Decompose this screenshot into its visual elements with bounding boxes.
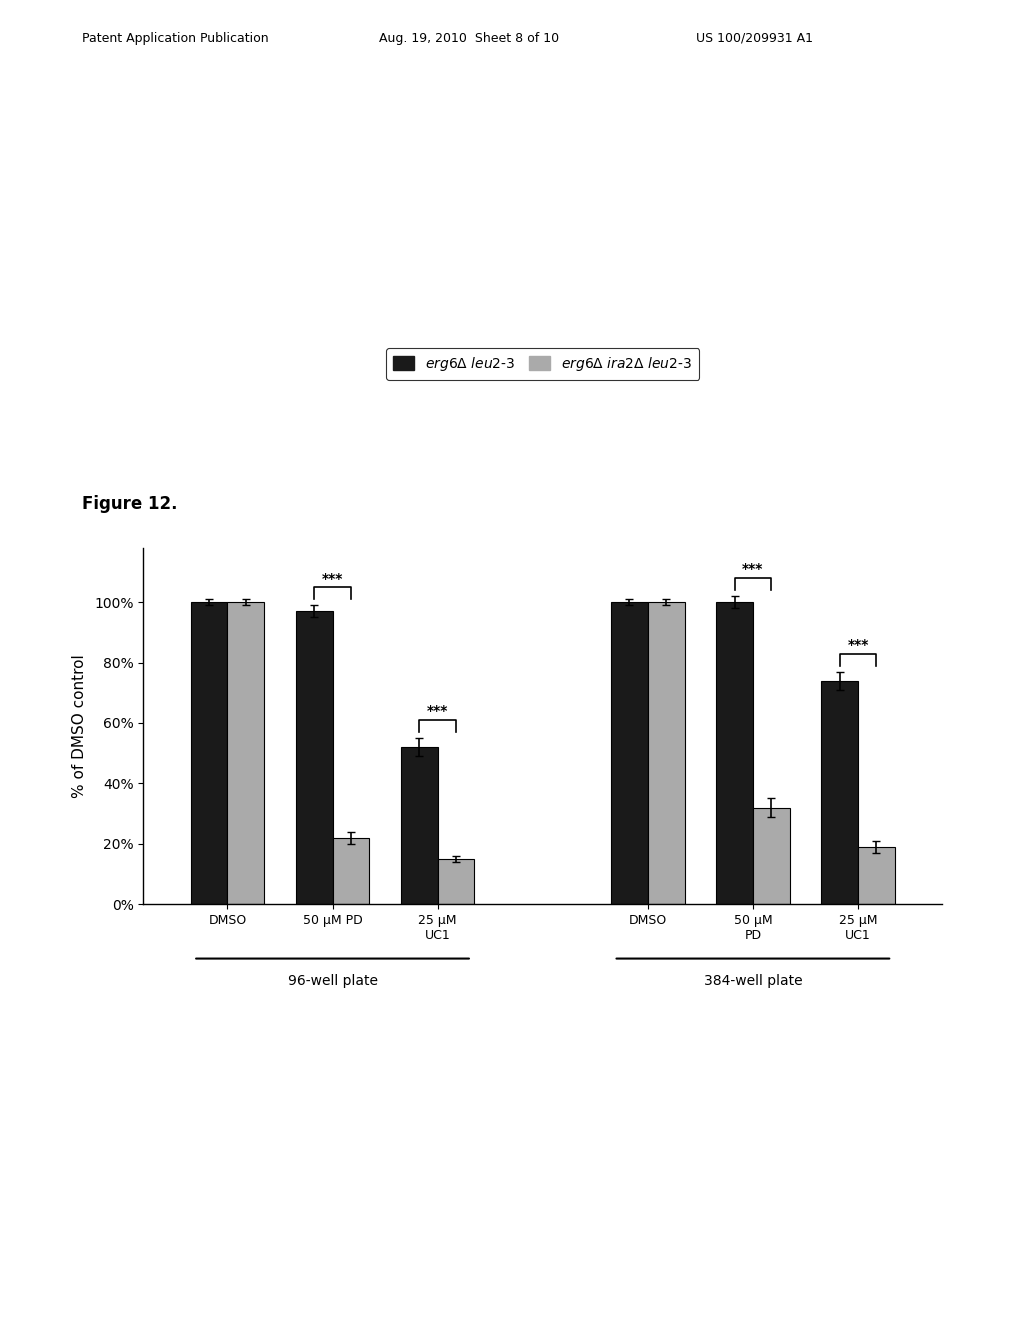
Bar [333, 838, 370, 904]
Bar [858, 847, 895, 904]
Text: ***: *** [427, 705, 449, 718]
Bar [753, 808, 790, 904]
Y-axis label: % of DMSO control: % of DMSO control [73, 655, 87, 797]
Text: 384-well plate: 384-well plate [703, 974, 802, 987]
Text: ***: *** [742, 562, 764, 577]
Legend: $erg6\Delta$ $leu2$-$3$, $erg6\Delta$ $ira2\Delta$ $leu2$-$3$: $erg6\Delta$ $leu2$-$3$, $erg6\Delta$ $i… [386, 348, 699, 380]
Text: Patent Application Publication: Patent Application Publication [82, 32, 268, 45]
Bar [227, 602, 264, 904]
Bar [648, 602, 685, 904]
Bar [611, 602, 648, 904]
Bar [296, 611, 333, 904]
Text: Aug. 19, 2010  Sheet 8 of 10: Aug. 19, 2010 Sheet 8 of 10 [379, 32, 559, 45]
Bar [437, 859, 474, 904]
Text: ***: *** [847, 638, 868, 652]
Bar [190, 602, 227, 904]
Text: 96-well plate: 96-well plate [288, 974, 378, 987]
Bar [716, 602, 753, 904]
Text: US 100/209931 A1: US 100/209931 A1 [696, 32, 813, 45]
Text: Figure 12.: Figure 12. [82, 495, 177, 513]
Bar [400, 747, 437, 904]
Bar [821, 681, 858, 904]
Text: ***: *** [322, 572, 343, 586]
